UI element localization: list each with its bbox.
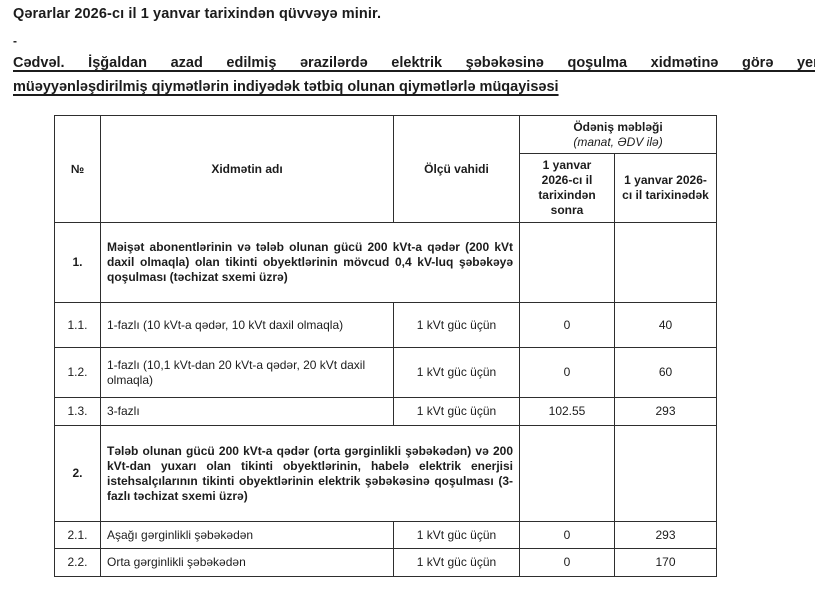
cell-no: 1. — [54, 222, 101, 303]
cell-after: 0 — [519, 347, 615, 398]
header-no: № — [54, 115, 101, 223]
cell-before — [613, 425, 718, 522]
header-unit: Ölçü vahidi — [393, 115, 520, 223]
cell-no: 2. — [54, 425, 101, 522]
cell-service: Aşağı gərginlikli şəbəkədən — [100, 521, 394, 549]
header-before-2026: 1 yanvar 2026-cı il tarixinədək — [613, 153, 718, 223]
cell-after: 102.55 — [519, 397, 615, 426]
table-title-line2: müəyyənləşdirilmiş qiymətlərin indiyədək… — [13, 79, 559, 95]
cell-service: 3-fazlı — [100, 397, 394, 426]
table-row-1-3: 1.3. 3-fazlı 1 kVt güc üçün 102.55 293 — [54, 397, 718, 426]
cell-unit: 1 kVt güc üçün — [393, 548, 520, 577]
table-row-1: 1. Məişət abonentlərinin və tələb olunan… — [54, 222, 718, 303]
table-row-1-1: 1.1. 1-fazlı (10 kVt-a qədər, 10 kVt dax… — [54, 302, 718, 348]
table-row-2-1: 2.1. Aşağı gərginlikli şəbəkədən 1 kVt g… — [54, 521, 718, 549]
cell-after: 0 — [519, 521, 615, 549]
cell-no: 2.2. — [54, 548, 101, 577]
cell-service: 1-fazlı (10 kVt-a qədər, 10 kVt daxil ol… — [100, 302, 394, 348]
cell-no: 1.1. — [54, 302, 101, 348]
table-header-row-sub: 1 yanvar 2026-cı il tarixindən sonra 1 y… — [55, 153, 718, 223]
cell-unit: 1 kVt güc üçün — [393, 347, 520, 398]
cell-no: 1.2. — [54, 347, 101, 398]
cell-service: Orta gərginlikli şəbəkədən — [100, 548, 394, 577]
cell-before: 60 — [613, 347, 718, 398]
header-payment-group: Ödəniş məbləği (manat, ƏDV ilə) — [518, 115, 718, 154]
cell-unit: 1 kVt güc üçün — [393, 302, 520, 348]
cell-unit: 1 kVt güc üçün — [393, 521, 520, 549]
header-service: Xidmətin adı — [100, 115, 394, 223]
cell-unit: 1 kVt güc üçün — [393, 397, 520, 426]
cell-after: 0 — [519, 548, 615, 577]
cell-before — [613, 222, 718, 303]
table-title: Cədvəl. İşğaldan azad edilmiş ərazilərdə… — [13, 51, 815, 99]
table-row-1-2: 1.2. 1-fazlı (10,1 kVt-dan 20 kVt-a qədə… — [54, 347, 718, 398]
table-row-2-2: 2.2. Orta gərginlikli şəbəkədən 1 kVt gü… — [54, 548, 718, 577]
cell-after — [519, 222, 615, 303]
cell-no: 1.3. — [54, 397, 101, 426]
header-payment-group-title: Ödəniş məbləği — [573, 119, 663, 134]
table-header-row-group: № Xidmətin adı Ölçü vahidi Ödəniş məbləğ… — [54, 115, 718, 223]
table-row-2: 2. Tələb olunan gücü 200 kVt-a qədər (or… — [54, 425, 718, 522]
cell-before: 293 — [613, 397, 718, 426]
cell-service: 1-fazlı (10,1 kVt-dan 20 kVt-a qədər, 20… — [100, 347, 394, 398]
header-payment-group-note: (manat, ƏDV ilə) — [573, 134, 663, 149]
cell-service: Məişət abonentlərinin və tələb olunan gü… — [100, 222, 520, 303]
header-after-2026: 1 yanvar 2026-cı il tarixindən sonra — [519, 153, 615, 223]
cell-service: Tələb olunan gücü 200 kVt-a qədər (orta … — [100, 425, 520, 522]
price-comparison-table: № Xidmətin adı Ölçü vahidi Ödəniş məbləğ… — [54, 115, 718, 577]
cell-before: 293 — [613, 521, 718, 549]
decree-effective-note: Qərarlar 2026-cı il 1 yanvar tarixindən … — [13, 6, 382, 22]
cell-before: 40 — [613, 302, 718, 348]
cell-no: 2.1. — [54, 521, 101, 549]
table-title-line1: Cədvəl. İşğaldan azad edilmiş ərazilərdə… — [13, 55, 815, 71]
cell-before: 170 — [613, 548, 718, 577]
cell-after — [519, 425, 615, 522]
cell-after: 0 — [519, 302, 615, 348]
dash-text: - — [13, 34, 17, 48]
